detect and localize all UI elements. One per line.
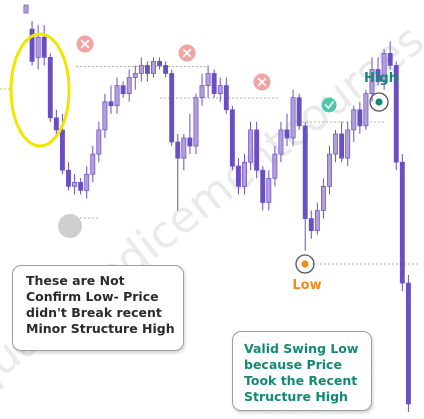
callout-not-confirmed-low: These are Not Confirm Low- Price didn't … <box>12 265 184 351</box>
candle-body-45 <box>290 97 296 139</box>
candle-body-42 <box>272 153 278 179</box>
candle-body-4 <box>41 36 47 58</box>
candle-body-5 <box>47 57 53 119</box>
candle-body-27 <box>181 137 187 159</box>
candle-body-38 <box>248 129 254 163</box>
high-label: High <box>364 71 398 86</box>
candle-body-13 <box>96 129 102 155</box>
candle-body-43 <box>278 129 284 155</box>
candles-group <box>23 4 411 412</box>
low-marker-ring <box>295 254 315 274</box>
candle-body-34 <box>223 85 229 111</box>
candle-body-46 <box>296 97 302 127</box>
candle-body-9 <box>72 181 78 187</box>
candle-body-53 <box>339 133 345 159</box>
candle-body-55 <box>351 109 357 131</box>
candle-body-18 <box>126 77 132 95</box>
x-icon <box>80 39 90 49</box>
candle-body-21 <box>144 65 150 74</box>
candle-body-1 <box>23 4 29 14</box>
candle-body-23 <box>157 61 162 66</box>
candle-body-50 <box>320 185 326 211</box>
candle-body-2 <box>29 28 35 62</box>
candle-body-57 <box>363 93 369 127</box>
candle-body-51 <box>327 153 332 187</box>
candle-body-7 <box>59 129 65 171</box>
callout-valid-swing-low: Valid Swing Low because Price Took the R… <box>232 331 372 411</box>
candle-body-59 <box>375 69 381 82</box>
candle-body-56 <box>357 109 363 127</box>
high-marker-ring <box>369 92 389 112</box>
valid-marker <box>321 97 337 113</box>
high-marker-dot <box>375 98 383 106</box>
candle-body-25 <box>169 73 175 143</box>
candle-body-37 <box>242 161 247 187</box>
candle-body-49 <box>314 210 320 232</box>
candle-body-61 <box>387 53 393 66</box>
candle-body-52 <box>333 133 339 155</box>
candle-body-63 <box>399 161 405 284</box>
candle-body-30 <box>199 85 205 99</box>
candle-body-14 <box>102 101 108 131</box>
candle-body-29 <box>193 97 199 147</box>
candle-body-60 <box>381 53 387 82</box>
check-icon <box>324 101 334 110</box>
x-icon <box>182 48 192 58</box>
candle-body-48 <box>308 218 314 232</box>
candle-body-33 <box>217 85 223 95</box>
candle-body-54 <box>345 129 351 159</box>
candle-body-17 <box>120 85 126 95</box>
candle-body-44 <box>284 129 290 139</box>
candle-body-36 <box>236 165 241 187</box>
candle-body-62 <box>393 65 399 163</box>
not-confirmed-low-marker <box>58 214 82 238</box>
candle-body-16 <box>114 85 120 107</box>
candle-body-11 <box>84 173 90 191</box>
candle-body-32 <box>211 73 217 95</box>
candle-body-6 <box>53 117 59 131</box>
x-icon <box>257 77 267 87</box>
candle-body-26 <box>175 141 181 159</box>
candle-body-28 <box>187 137 193 147</box>
candle-body-20 <box>138 65 144 74</box>
candle-body-40 <box>260 169 266 203</box>
candle-body-39 <box>254 129 260 171</box>
candle-body-47 <box>302 125 308 219</box>
candle-body-31 <box>205 73 211 86</box>
candle-body-24 <box>163 65 169 74</box>
candle-body-3 <box>35 36 41 58</box>
candle-body-58 <box>369 69 375 95</box>
low-marker-dot <box>301 260 309 268</box>
candle-body-35 <box>229 109 235 167</box>
candle-body-41 <box>266 177 272 203</box>
candle-body-22 <box>151 61 156 74</box>
candle-body-64 <box>405 282 411 405</box>
candle-body-12 <box>90 153 96 175</box>
candle-body-10 <box>78 181 84 191</box>
candle-body-19 <box>132 73 138 78</box>
candle-body-8 <box>66 169 71 187</box>
low-label: Low <box>292 278 321 293</box>
markers-group: High Low <box>9 32 398 293</box>
highlight-ellipse <box>9 32 71 148</box>
candle-body-15 <box>108 101 114 107</box>
